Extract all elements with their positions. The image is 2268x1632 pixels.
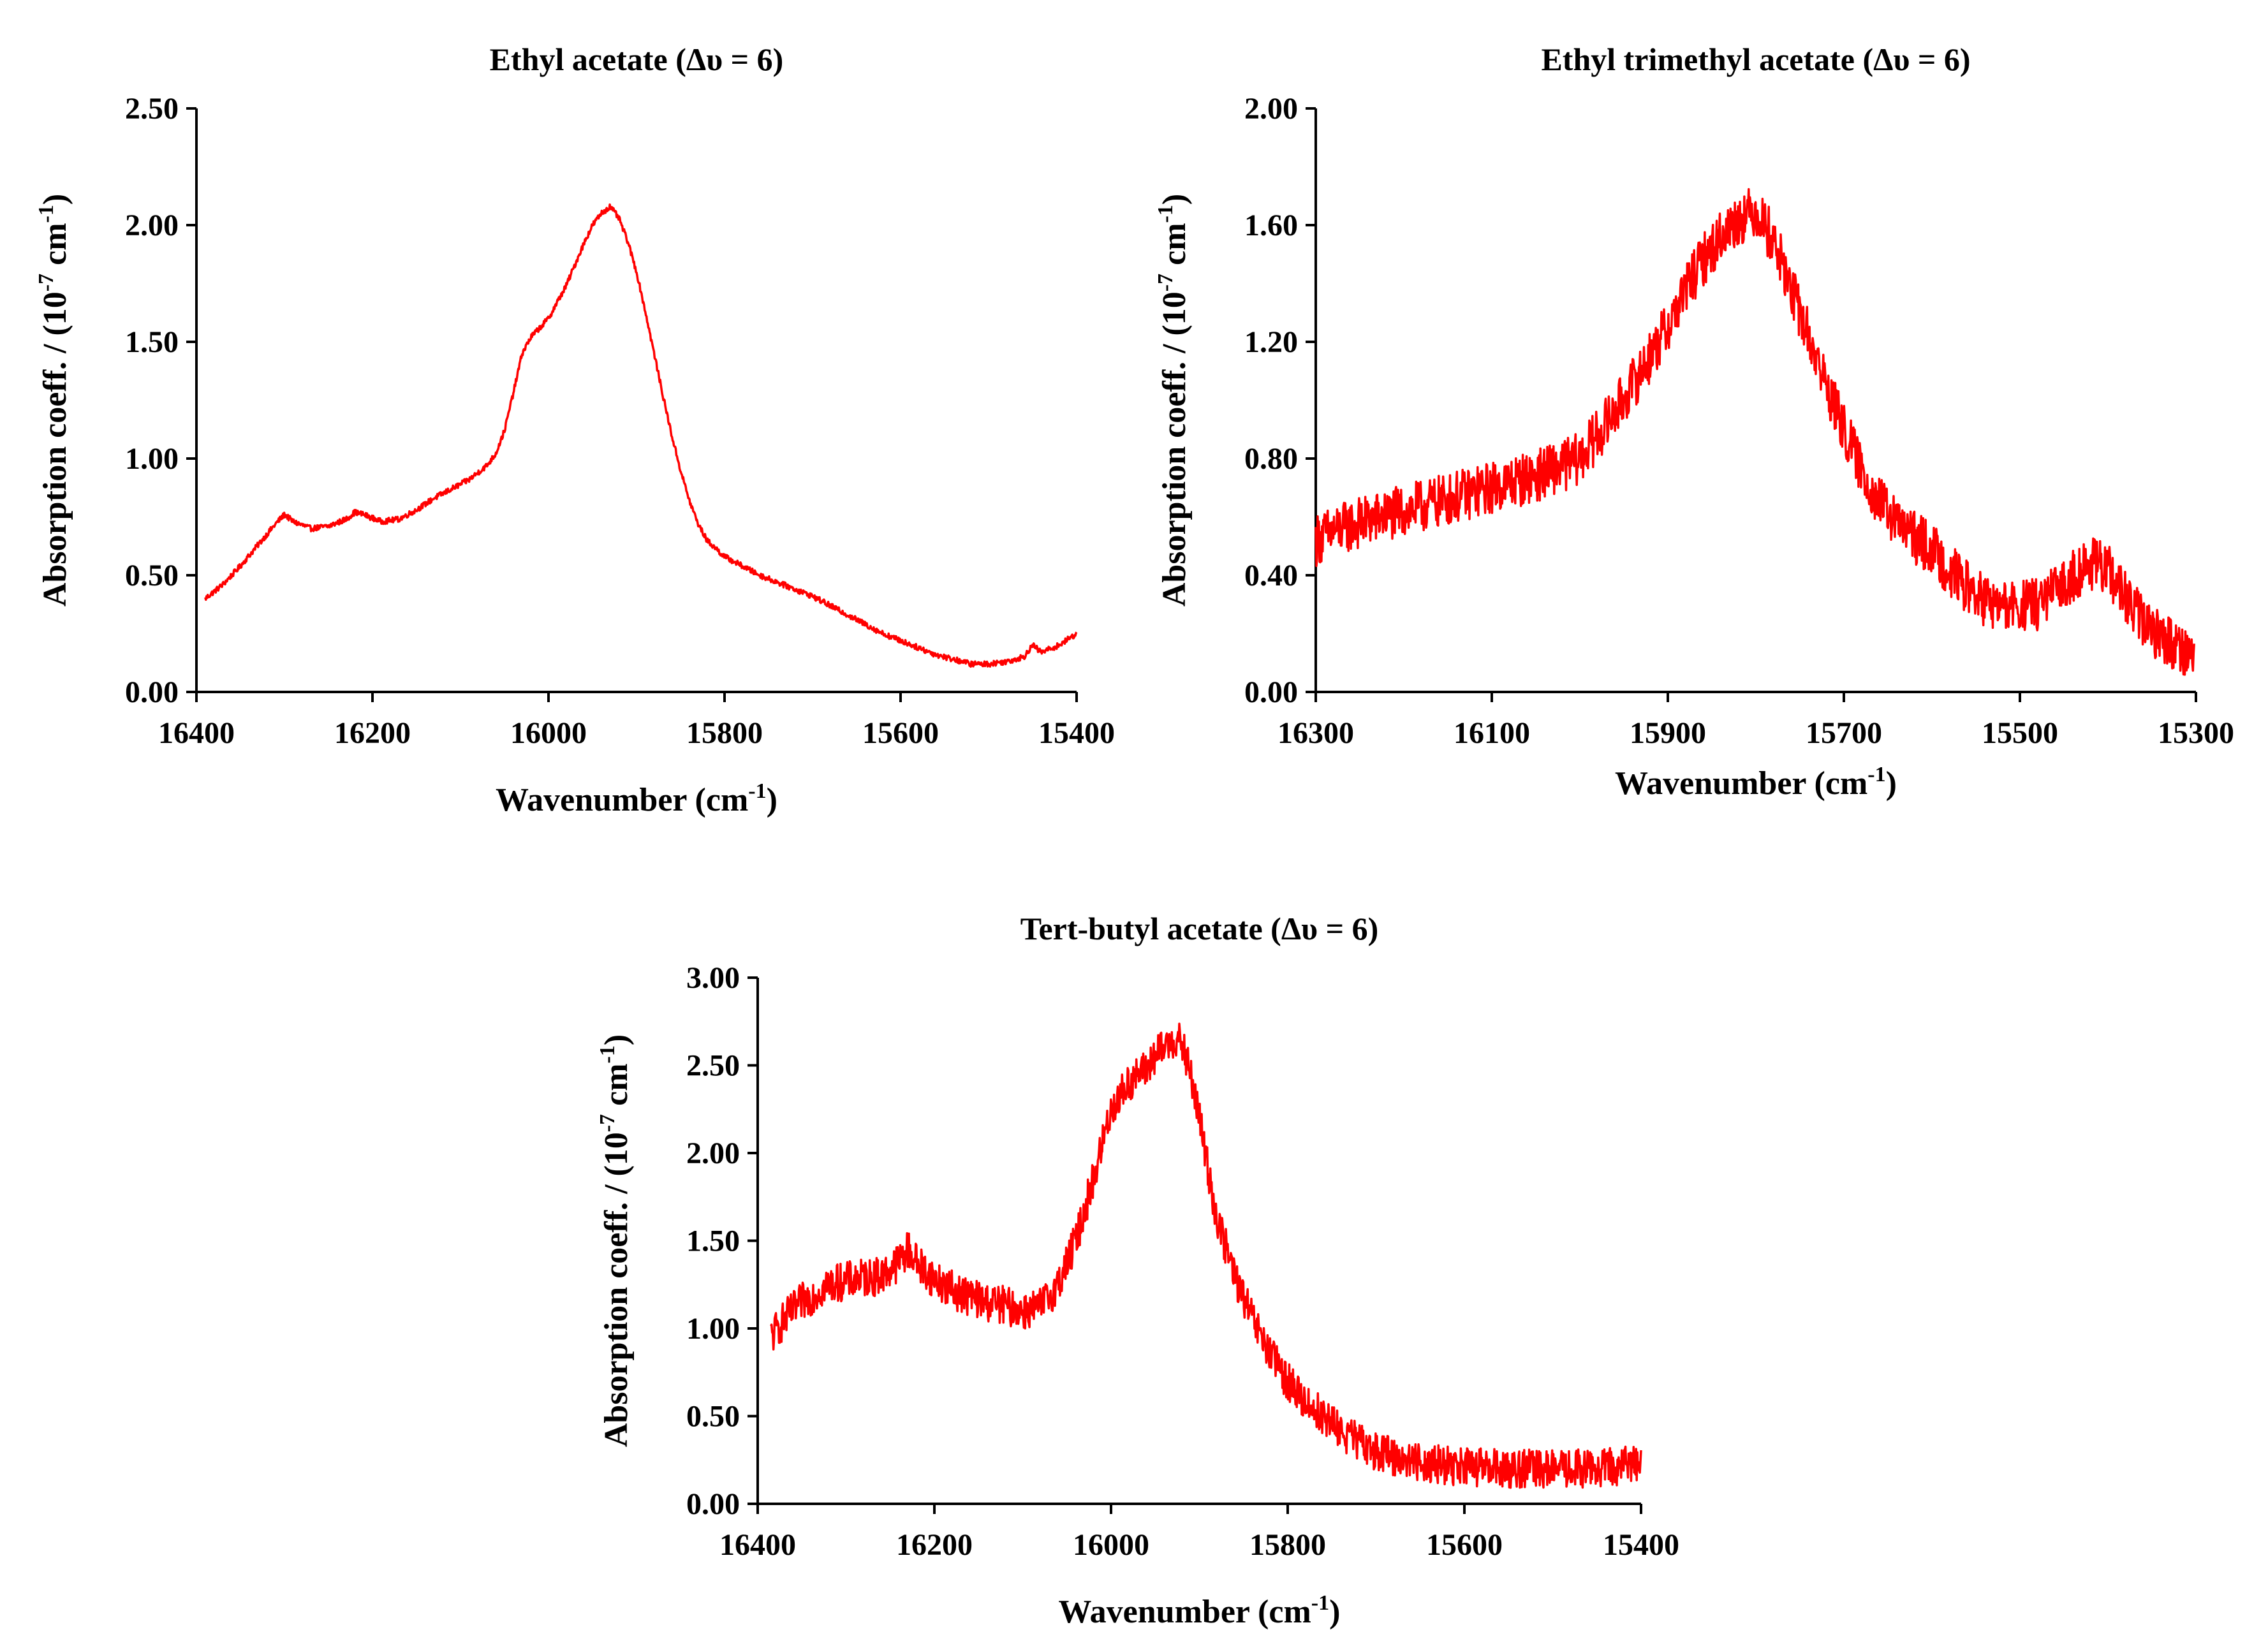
y-axis-label-end: ): [37, 194, 73, 205]
y-tick-label: 1.50: [686, 1224, 740, 1258]
tert-butyl-acetate-chart: Tert-butyl acetate (Δυ = 6) 0.00 0.50 1.00 1…: [596, 911, 1679, 1630]
y-tick-label: 0.00: [125, 675, 179, 709]
y-axis-label-unit-exponent: -1: [1154, 205, 1177, 223]
x-axis-label: Wavenumber (cm-1): [1059, 1591, 1341, 1630]
y-tick-label: 3.00: [686, 961, 740, 995]
y-tick-label: 1.60: [1244, 209, 1298, 242]
y-tick-label: 2.50: [125, 92, 179, 126]
x-axis-label-exponent: -1: [1311, 1591, 1329, 1615]
x-axis-label-main: Wavenumber (cm: [496, 782, 748, 818]
chart-title: Tert-butyl acetate (Δυ = 6): [1020, 911, 1379, 946]
y-tick-label: 2.00: [125, 209, 179, 242]
x-tick-label: 15600: [1426, 1528, 1503, 1562]
ethyl-acetate-chart: Ethyl acetate (Δυ = 6) 0.00 0.50 1.00 1.50 2.…: [34, 41, 1115, 818]
y-tick-label: 1.20: [1244, 325, 1298, 359]
x-tick-label: 15400: [1603, 1528, 1679, 1562]
x-tick-label: 16300: [1278, 716, 1354, 750]
y-axis-label-exponent: -7: [1154, 274, 1177, 291]
y-tick-label: 1.00: [125, 442, 179, 476]
y-tick-label: 0.00: [1244, 675, 1298, 709]
y-tick-label: 0.80: [1244, 442, 1298, 476]
y-tick-label: 0.40: [1244, 559, 1298, 592]
x-axis-label: Wavenumber (cm-1): [496, 779, 777, 818]
x-axis-label-exponent: -1: [1867, 763, 1885, 786]
y-tick-label: 0.50: [125, 559, 179, 592]
y-axis-label: Absorption coeff. / (10-7 cm-1): [596, 1034, 635, 1447]
y-axis-label-unit: cm: [37, 223, 73, 273]
x-axis-label-exponent: -1: [748, 779, 766, 803]
y-axis-label-main: Absorption coeff. / (10: [1156, 291, 1193, 606]
y-axis-label-unit: cm: [1156, 223, 1193, 273]
y-tick-label: 0.50: [686, 1400, 740, 1434]
y-axis-label-end: ): [598, 1034, 635, 1045]
x-tick-label: 16000: [1073, 1528, 1149, 1562]
x-tick-label: 15900: [1630, 716, 1706, 750]
y-axis-label-unit-exponent: -1: [34, 205, 58, 223]
ethyl-trimethyl-acetate-chart: Ethyl trimethyl acetate (Δυ = 6) 0.00 0.40…: [1154, 41, 2234, 802]
y-tick-label: 1.50: [125, 325, 179, 359]
x-axis-label-end: ): [767, 782, 777, 818]
y-tick-label: 2.50: [686, 1049, 740, 1083]
x-tick-label: 16400: [158, 716, 235, 750]
chart-title: Ethyl trimethyl acetate (Δυ = 6): [1541, 41, 1970, 77]
x-tick-label: 15400: [1038, 716, 1115, 750]
x-axis-label-end: ): [1329, 1594, 1340, 1630]
x-tick-label: 15300: [2158, 716, 2234, 750]
x-tick-label: 15800: [686, 716, 763, 750]
y-tick-label: 1.00: [686, 1312, 740, 1346]
x-axis-label-main: Wavenumber (cm: [1059, 1594, 1311, 1630]
y-axis-label-exponent: -7: [34, 274, 58, 291]
x-tick-label: 16400: [719, 1528, 796, 1562]
y-axis-label-unit-exponent: -1: [596, 1045, 619, 1063]
y-tick-label: 2.00: [1244, 92, 1298, 126]
x-tick-label: 15700: [1806, 716, 1882, 750]
x-axis-label: Wavenumber (cm-1): [1615, 763, 1897, 802]
y-axis-label-exponent: -7: [596, 1114, 619, 1132]
ethyl-trimethyl-acetate-series-line: [1314, 187, 2195, 676]
y-axis-label: Absorption coeff. / (10-7 cm-1): [1154, 194, 1193, 606]
x-tick-label: 16100: [1454, 716, 1530, 750]
y-axis-label: Absorption coeff. / (10-7 cm-1): [34, 194, 73, 606]
x-axis-label-main: Wavenumber (cm: [1615, 765, 1867, 802]
x-tick-label: 15800: [1249, 1528, 1326, 1562]
y-axis-label-end: ): [1156, 194, 1193, 205]
tert-butyl-acetate-series-line: [770, 1022, 1642, 1489]
ethyl-acetate-series-line: [204, 203, 1078, 668]
x-axis-label-end: ): [1886, 765, 1897, 802]
y-axis-label-main: Absorption coeff. / (10: [37, 291, 73, 606]
x-tick-label: 16000: [510, 716, 587, 750]
x-tick-label: 16200: [896, 1528, 973, 1562]
x-tick-label: 15500: [1982, 716, 2058, 750]
y-tick-label: 0.00: [686, 1487, 740, 1521]
chart-title: Ethyl acetate (Δυ = 6): [490, 41, 784, 77]
x-tick-label: 16200: [334, 716, 411, 750]
y-axis-label-unit: cm: [598, 1063, 635, 1114]
y-axis-label-main: Absorption coeff. / (10: [598, 1132, 635, 1447]
x-tick-label: 15600: [862, 716, 939, 750]
y-tick-label: 2.00: [686, 1136, 740, 1170]
